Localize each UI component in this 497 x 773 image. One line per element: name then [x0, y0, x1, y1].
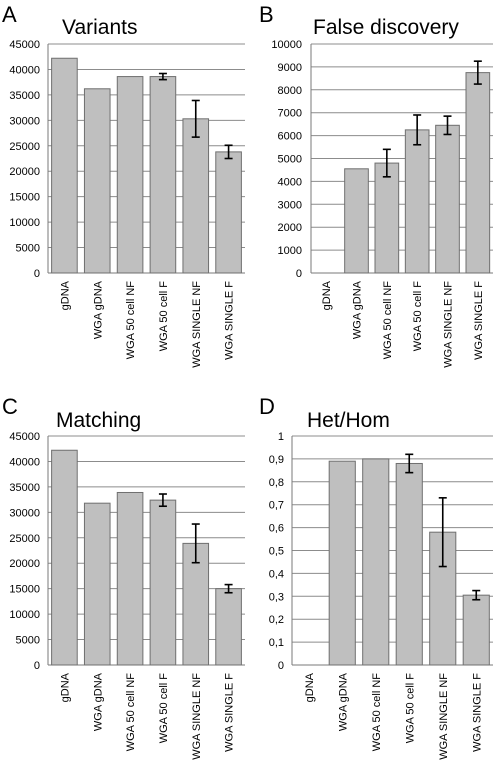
panel-d-ytick-label: 0 — [278, 660, 284, 672]
panel-a-ytick-label: 5000 — [16, 243, 40, 255]
panel-a-ytick-label: 45000 — [9, 39, 40, 51]
panel-d-bar — [328, 460, 356, 666]
panel-c-letter: C — [2, 394, 18, 419]
panel-c-title: Matching — [56, 409, 141, 432]
panel-b-category-label: WGA SINGLE F — [473, 281, 485, 360]
panel-a-bar — [83, 88, 111, 274]
panel-a-category-label: WGA 50 cell F — [158, 281, 170, 352]
panel-b-bar — [374, 162, 400, 274]
panel-b-bar — [404, 129, 430, 274]
panel-c-ytick-label: 25000 — [9, 533, 40, 545]
panel-a-bar — [116, 76, 144, 274]
panel-d-category-label: WGA SINGLE F — [471, 673, 483, 752]
panel-a-ytick-label: 35000 — [9, 90, 40, 102]
panel-c-bar — [83, 502, 111, 666]
panel-c-bar — [51, 449, 78, 666]
panel-d-category-label: WGA 50 cell NF — [371, 673, 383, 752]
panel-b-ytick-label: 1000 — [278, 245, 302, 257]
panel-c-category-label: WGA 50 cell F — [158, 673, 170, 744]
panel-c-ytick-label: 15000 — [9, 584, 40, 596]
panel-b-ytick-label: 8000 — [278, 85, 302, 97]
panel-a-bar — [215, 151, 242, 274]
panel-a-bar — [182, 118, 210, 274]
panel-b-category-label: WGA SINGLE NF — [443, 281, 455, 368]
panel-d-category-label: WGA SINGLE NF — [438, 673, 450, 760]
panel-c-ytick-label: 5000 — [16, 635, 40, 647]
panel-b-bar — [435, 124, 460, 274]
panel-b-ytick-label: 5000 — [278, 154, 302, 166]
panel-c-ytick-label: 30000 — [9, 507, 40, 519]
panel-d-bar — [395, 462, 423, 666]
panel-a-ytick-label: 15000 — [9, 192, 40, 204]
panel-a-ytick-label: 30000 — [9, 115, 40, 127]
panel-d-category-label: WGA 50 cell F — [404, 673, 416, 744]
panel-b-ytick-label: 10000 — [271, 39, 302, 51]
panel-a-letter: A — [2, 2, 17, 27]
panel-c-category-label: gDNA — [59, 672, 71, 702]
panel-b-bar — [465, 72, 491, 274]
panel-c-ytick-label: 10000 — [9, 609, 40, 621]
panel-d-category-label: WGA gDNA — [337, 672, 349, 731]
panel-b-bar — [344, 168, 369, 274]
panel-a-category-label: WGA gDNA — [92, 280, 104, 339]
panel-a-category-label: WGA SINGLE NF — [191, 281, 203, 368]
panel-d-ytick-label: 0,5 — [269, 546, 284, 558]
panel-a-bar — [149, 76, 177, 274]
panel-c-category-label: WGA SINGLE F — [224, 673, 236, 752]
panel-b-ytick-label: 3000 — [278, 199, 302, 211]
panel-a-category-label: WGA SINGLE F — [224, 281, 236, 360]
panel-b-ytick-label: 4000 — [278, 176, 302, 188]
panel-c-ytick-label: 45000 — [9, 431, 40, 443]
panel-d-ytick-label: 0,4 — [269, 568, 284, 580]
panel-c-ytick-label: 40000 — [9, 456, 40, 468]
panel-b-ytick-label: 7000 — [278, 108, 302, 120]
panel-b-ytick-label: 9000 — [278, 62, 302, 74]
panel-a-category-label: gDNA — [59, 280, 71, 310]
panel-b-title: False discovery — [313, 16, 459, 39]
panel-b-category-label: WGA gDNA — [352, 280, 364, 339]
panel-c-bar — [149, 499, 177, 666]
panel-b-letter: B — [259, 2, 274, 27]
panel-d-ytick-label: 0,7 — [269, 500, 284, 512]
panel-d-ytick-label: 0,6 — [269, 523, 284, 535]
panel-c-category-label: WGA SINGLE NF — [191, 673, 203, 760]
panel-d-bar — [462, 594, 490, 666]
panel-c-bar — [116, 491, 144, 666]
panel-a-ytick-label: 0 — [34, 268, 40, 280]
panel-b-ytick-label: 0 — [296, 268, 302, 280]
panel-d-title: Het/Hom — [307, 409, 390, 432]
panel-a-ytick-label: 20000 — [9, 166, 40, 178]
panel-d-ytick-label: 1 — [278, 431, 284, 443]
panel-b-ytick-label: 2000 — [278, 222, 302, 234]
panel-d-ytick-label: 0,1 — [269, 637, 284, 649]
panel-c-ytick-label: 0 — [34, 660, 40, 672]
panel-d-letter: D — [259, 394, 275, 419]
panel-d-bar — [362, 458, 390, 666]
panel-c-ytick-label: 35000 — [9, 482, 40, 494]
panel-d-ytick-label: 0,8 — [269, 477, 284, 489]
panel-c-category-label: WGA 50 cell NF — [125, 673, 137, 752]
panel-d-category-label: gDNA — [304, 672, 316, 702]
panel-a-ytick-label: 40000 — [9, 64, 40, 76]
panel-b-category-label: WGA 50 cell F — [412, 281, 424, 352]
panel-d-ytick-label: 0,9 — [269, 454, 284, 466]
panel-b-category-label: gDNA — [321, 280, 333, 310]
panel-c-ytick-label: 20000 — [9, 558, 40, 570]
panel-c-category-label: WGA gDNA — [92, 672, 104, 731]
panel-a-bar — [51, 57, 78, 274]
panel-b-ytick-label: 6000 — [278, 131, 302, 143]
panel-a-ytick-label: 25000 — [9, 141, 40, 153]
panel-a-ytick-label: 10000 — [9, 217, 40, 229]
panel-c-bar — [215, 588, 242, 666]
panel-b-category-label: WGA 50 cell NF — [382, 281, 394, 360]
panel-a-category-label: WGA 50 cell NF — [125, 281, 137, 360]
panel-d-ytick-label: 0,2 — [269, 614, 284, 626]
panel-d-ytick-label: 0,3 — [269, 591, 284, 603]
panel-a-title: Variants — [62, 16, 137, 39]
